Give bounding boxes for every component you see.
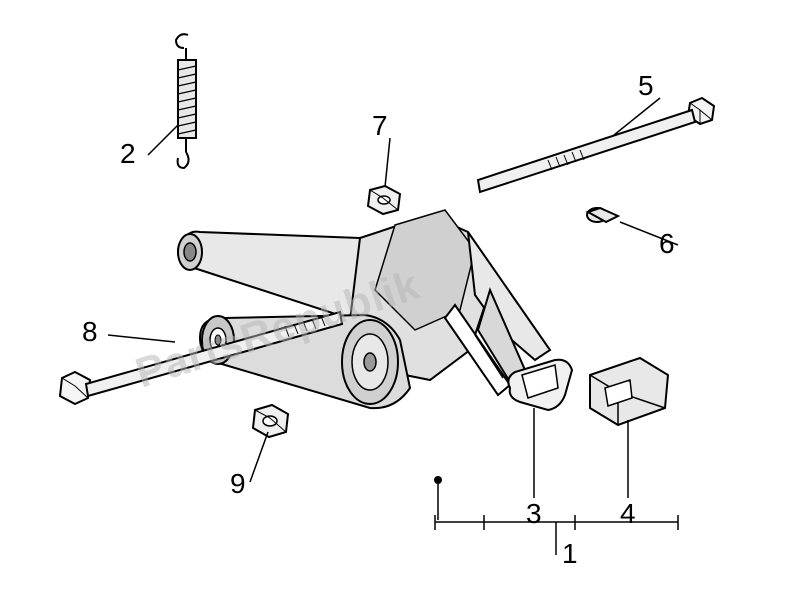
callout-5: 5: [638, 70, 654, 102]
callout-4-label: 4: [620, 498, 636, 529]
callout-9-label: 9: [230, 468, 246, 499]
parts-diagram: PartsRepublik 1 2 3 4 5 6 7 8 9: [0, 0, 800, 600]
diagram-svg: [0, 0, 800, 600]
dimension-bracket: [435, 515, 678, 555]
callout-3: 3: [526, 498, 542, 530]
nut-7: [368, 186, 400, 214]
callout-6: 6: [659, 228, 675, 260]
callout-4: 4: [620, 498, 636, 530]
callout-9: 9: [230, 468, 246, 500]
spacer-6: [587, 208, 618, 222]
callout-8-label: 8: [82, 316, 98, 347]
callout-1: 1: [562, 538, 578, 570]
bolt-5: [478, 98, 714, 192]
callout-2-label: 2: [120, 138, 136, 169]
callout-7: 7: [372, 110, 388, 142]
callout-1-label: 1: [562, 538, 578, 569]
block-4: [590, 358, 668, 425]
spring-part: [176, 34, 196, 168]
callout-6-label: 6: [659, 228, 675, 259]
callout-8: 8: [82, 316, 98, 348]
callout-2: 2: [120, 138, 136, 170]
swingarm-body: [178, 210, 550, 408]
nut-9: [253, 405, 288, 437]
callout-7-label: 7: [372, 110, 388, 141]
callout-5-label: 5: [638, 70, 654, 101]
callout-3-label: 3: [526, 498, 542, 529]
